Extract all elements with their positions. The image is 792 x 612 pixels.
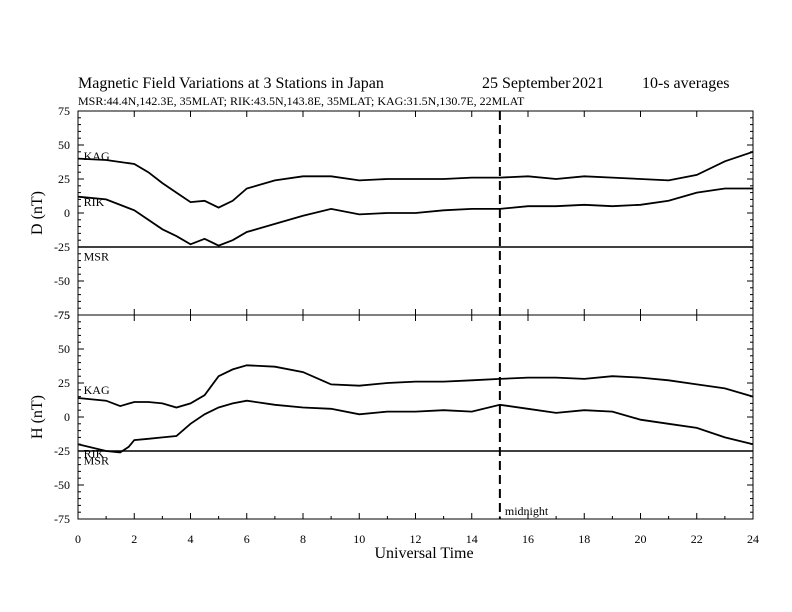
y-tick-label: -50 — [54, 274, 70, 288]
d-panel: -75 -50 -25 0 25 50 75 D (nT) KAG RIK MSR — [29, 104, 754, 322]
y-tick-label: -75 — [54, 308, 70, 322]
series-label-kag: KAG — [84, 149, 110, 163]
x-tick-label: 18 — [578, 532, 590, 546]
y-tick-label: 50 — [58, 138, 70, 152]
chart-year: 2021 — [572, 75, 604, 92]
x-tick-label: 2 — [131, 532, 137, 546]
x-tick-label: 12 — [410, 532, 422, 546]
series-label-rik: RIK — [84, 447, 105, 461]
y-axis-label: H (nT) — [29, 395, 46, 439]
series-label-msr: MSR — [84, 454, 109, 468]
y-tick-label: -75 — [54, 512, 70, 526]
y-tick-label: 25 — [58, 376, 70, 390]
station-info: MSR:44.4N,142.3E, 35MLAT; RIK:43.5N,143.… — [78, 94, 525, 108]
y-tick-label: 0 — [64, 410, 70, 424]
panel-frame — [77, 314, 754, 520]
series-line-rik — [77, 187, 753, 247]
series-line-kag — [77, 364, 754, 409]
y-tick-label: -50 — [54, 478, 70, 492]
series-label-kag: KAG — [84, 383, 110, 397]
y-axis-label: D (nT) — [29, 191, 46, 235]
x-tick-label: 4 — [188, 532, 194, 546]
chart-title: Magnetic Field Variations at 3 Stations … — [78, 75, 384, 92]
x-tick-label: 22 — [691, 532, 703, 546]
series-label-rik: RIK — [84, 195, 105, 209]
y-tick-label: -25 — [54, 240, 70, 254]
x-tick-label: 14 — [466, 532, 478, 546]
x-axis-label: Universal Time — [374, 545, 473, 562]
x-tick-label: 8 — [300, 532, 306, 546]
y-tick-label: 0 — [64, 206, 70, 220]
series-label-msr: MSR — [84, 250, 109, 264]
y-tick-label: 75 — [58, 308, 70, 322]
x-axis: 0 2 4 6 8 10 12 14 16 18 20 22 24 — [75, 111, 759, 546]
series-line-kag — [77, 150, 754, 209]
x-tick-label: 0 — [75, 532, 81, 546]
x-tick-label: 6 — [244, 532, 250, 546]
y-tick-label: -25 — [54, 444, 70, 458]
chart-date: 25 September — [482, 75, 571, 92]
x-tick-label: 24 — [747, 532, 759, 546]
midnight-label: midnight — [505, 504, 549, 518]
series-line-rik — [77, 399, 754, 454]
y-tick-label: 25 — [58, 172, 70, 186]
chart-averaging: 10-s averages — [642, 75, 730, 92]
y-tick-label: 50 — [58, 342, 70, 356]
x-tick-label: 20 — [635, 532, 647, 546]
x-tick-label: 10 — [353, 532, 365, 546]
y-tick-label: 75 — [58, 104, 70, 118]
x-tick-label: 16 — [522, 532, 534, 546]
